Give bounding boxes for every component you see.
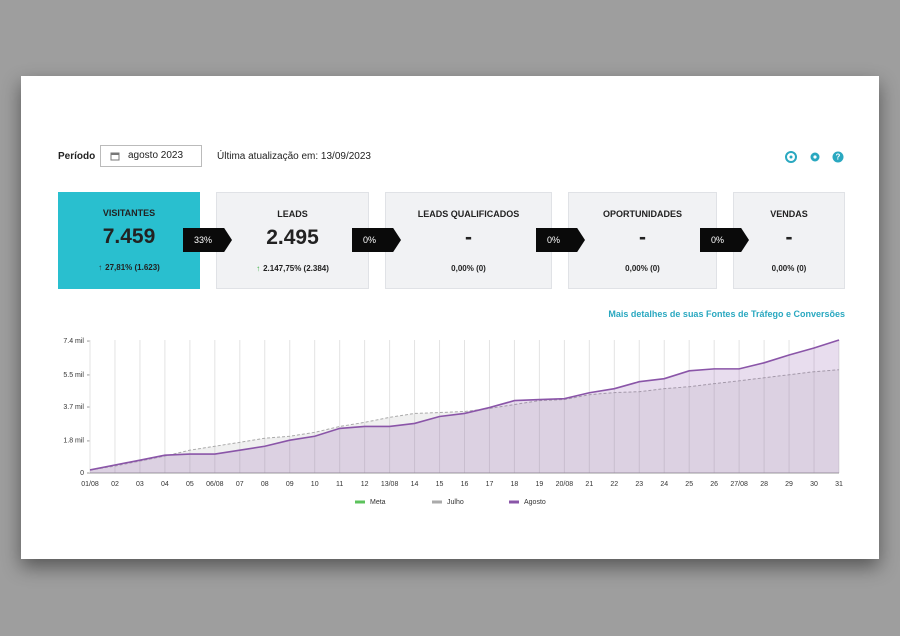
y-tick-label: 1.8 mil [63, 438, 84, 445]
x-tick-label: 25 [685, 481, 693, 488]
card-value: - [465, 226, 472, 249]
card-change: 0,00% (0) [569, 264, 716, 273]
svg-text:?: ? [836, 153, 841, 162]
card-title: LEADS QUALIFICADOS [417, 209, 520, 219]
card-title: VENDAS [770, 209, 808, 219]
x-tick-label: 02 [111, 481, 119, 488]
x-tick-label: 06/08 [206, 481, 224, 488]
y-tick-label: 7.4 mil [63, 338, 84, 345]
kpi-card: LEADS 2.495 ↑ 2.147,75% (2.384) [216, 192, 369, 289]
card-change: 0,00% (0) [386, 264, 551, 273]
x-tick-label: 15 [436, 481, 444, 488]
x-tick-label: 23 [635, 481, 643, 488]
x-tick-label: 12 [361, 481, 369, 488]
change-text: 0,00% (0) [451, 264, 486, 273]
change-text: 0,00% (0) [625, 264, 660, 273]
x-tick-label: 16 [461, 481, 469, 488]
card-value: 7.459 [102, 225, 156, 248]
change-text: 0,00% (0) [771, 264, 807, 273]
series-area [90, 369, 839, 473]
x-tick-label: 21 [585, 481, 593, 488]
kpi-card: VISITANTES 7.459 ↑ 27,81% (1.623) [58, 192, 200, 289]
x-tick-label: 01/08 [81, 481, 99, 488]
conversion-arrow: 33% [183, 228, 232, 252]
x-tick-label: 03 [136, 481, 144, 488]
toolbar-icons: ? [785, 151, 844, 163]
y-tick-label: 0 [80, 470, 84, 477]
card-change: 0,00% (0) [734, 264, 844, 273]
card-value: - [785, 226, 793, 249]
x-tick-label: 17 [486, 481, 494, 488]
period-value: agosto 2023 [128, 150, 184, 161]
y-tick-label: 5.5 mil [63, 372, 84, 379]
card-value: 2.495 [266, 226, 319, 249]
legend-label: Julho [447, 499, 464, 506]
trend-up-icon: ↑ [256, 264, 261, 273]
x-tick-label: 05 [186, 481, 194, 488]
kpi-card: LEADS QUALIFICADOS - 0,00% (0) [385, 192, 552, 289]
x-tick-label: 10 [311, 481, 319, 488]
kpi-card: OPORTUNIDADES - 0,00% (0) [568, 192, 717, 289]
x-tick-label: 04 [161, 481, 169, 488]
card-title: LEADS [277, 209, 308, 219]
x-tick-label: 30 [810, 481, 818, 488]
conversion-arrow: 0% [700, 228, 749, 252]
change-text: 27,81% (1.623) [105, 263, 160, 272]
x-tick-label: 27/08 [730, 481, 748, 488]
panel: Período agosto 2023 Última atualização e… [21, 76, 879, 559]
conversion-arrow: 0% [352, 228, 401, 252]
conversion-arrow: 0% [536, 228, 585, 252]
x-tick-label: 14 [411, 481, 419, 488]
card-value: - [639, 226, 646, 249]
y-tick-label: 3.7 mil [63, 404, 84, 411]
x-tick-label: 28 [760, 481, 768, 488]
last-update: Última atualização em: 13/09/2023 [217, 151, 371, 162]
legend-label: Meta [370, 499, 386, 506]
x-tick-label: 20/08 [556, 481, 574, 488]
period-label: Período [58, 151, 96, 162]
chart: 0 1.8 mil 3.7 mil 5.5 mil 7.4 mil 01/08 02 03 04… [63, 338, 843, 506]
x-tick-label: 19 [536, 481, 544, 488]
x-tick-label: 26 [710, 481, 718, 488]
x-tick-label: 22 [610, 481, 618, 488]
card-change: ↑ 2.147,75% (2.384) [217, 264, 368, 273]
card-change: ↑ 27,81% (1.623) [58, 263, 200, 272]
card-title: VISITANTES [102, 208, 156, 218]
x-tick-label: 13/08 [381, 481, 399, 488]
x-tick-label: 09 [286, 481, 294, 488]
x-tick-label: 18 [511, 481, 519, 488]
period-picker[interactable]: agosto 2023 [100, 145, 202, 167]
calendar-icon [110, 152, 120, 161]
card-title: OPORTUNIDADES [602, 209, 682, 219]
help-icon[interactable]: ? [832, 151, 844, 163]
x-tick-label: 29 [785, 481, 793, 488]
settings-icon[interactable] [810, 152, 820, 162]
change-text: 2.147,75% (2.384) [263, 264, 329, 273]
details-link[interactable]: Mais detalhes de suas Fontes de Tráfego … [608, 309, 845, 319]
series-area [90, 340, 839, 473]
x-tick-label: 24 [660, 481, 668, 488]
x-tick-label: 11 [336, 481, 343, 488]
series-line [89, 369, 840, 471]
x-tick-label: 08 [261, 481, 269, 488]
refresh-icon[interactable] [785, 151, 797, 163]
x-tick-label: 07 [236, 481, 244, 488]
series-line [89, 339, 840, 471]
legend-label: Agosto [524, 499, 546, 506]
x-tick-label: 31 [835, 481, 843, 488]
trend-up-icon: ↑ [98, 263, 103, 272]
